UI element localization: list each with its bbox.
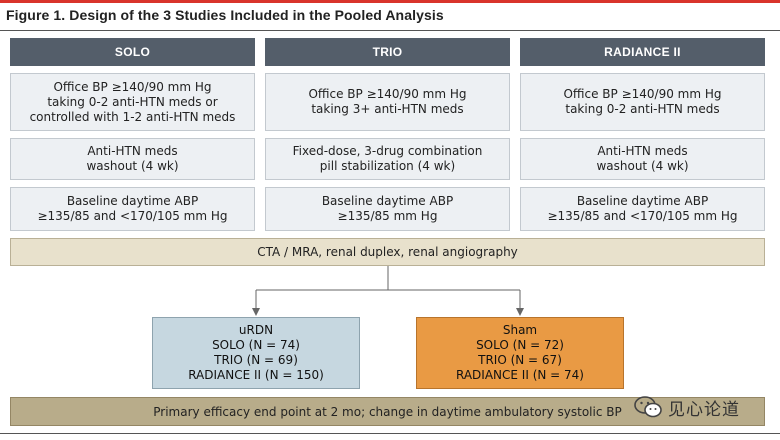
study-header-solo: SOLO — [10, 38, 255, 66]
study-header-radiance: RADIANCE II — [520, 38, 765, 66]
urdn-trio-count: TRIO (N = 69) — [214, 353, 298, 367]
watermark: 见心论道 — [634, 392, 774, 422]
sham-arm-title: Sham — [502, 323, 538, 337]
title-divider — [0, 30, 780, 31]
sham-radiance-count: RADIANCE II (N = 74) — [456, 368, 584, 382]
radiance-baseline-box: Baseline daytime ABP ≥135/85 and <170/10… — [520, 187, 765, 231]
study-header-trio: TRIO — [265, 38, 510, 66]
solo-baseline-box: Baseline daytime ABP ≥135/85 and <170/10… — [10, 187, 255, 231]
radiance-medication-box: Anti-HTN meds washout (4 wk) — [520, 138, 765, 180]
urdn-arm-box: uRDN SOLO (N = 74) TRIO (N = 69) RADIANC… — [152, 317, 360, 389]
trio-eligibility-box: Office BP ≥140/90 mm Hg taking 3+ anti-H… — [265, 73, 510, 131]
figure-title: Figure 1. Design of the 3 Studies Includ… — [6, 7, 444, 23]
randomization-connector — [252, 266, 524, 316]
trio-baseline-box: Baseline daytime ABP ≥135/85 mm Hg — [265, 187, 510, 231]
sham-solo-count: SOLO (N = 72) — [476, 338, 564, 352]
bottom-divider — [0, 433, 780, 434]
urdn-radiance-count: RADIANCE II (N = 150) — [188, 368, 324, 382]
imaging-screening-bar: CTA / MRA, renal duplex, renal angiograp… — [10, 238, 765, 266]
urdn-solo-count: SOLO (N = 74) — [212, 338, 300, 352]
sham-arm-box: Sham SOLO (N = 72) TRIO (N = 67) RADIANC… — [416, 317, 624, 389]
top-accent-rule — [0, 0, 780, 3]
solo-eligibility-box: Office BP ≥140/90 mm Hg taking 0-2 anti-… — [10, 73, 255, 131]
wechat-icon — [634, 396, 662, 418]
sham-trio-count: TRIO (N = 67) — [478, 353, 562, 367]
trio-medication-box: Fixed-dose, 3-drug combination pill stab… — [265, 138, 510, 180]
solo-medication-box: Anti-HTN meds washout (4 wk) — [10, 138, 255, 180]
watermark-text: 见心论道 — [668, 399, 740, 420]
urdn-arm-title: uRDN — [238, 323, 274, 337]
radiance-eligibility-box: Office BP ≥140/90 mm Hg taking 0-2 anti-… — [520, 73, 765, 131]
